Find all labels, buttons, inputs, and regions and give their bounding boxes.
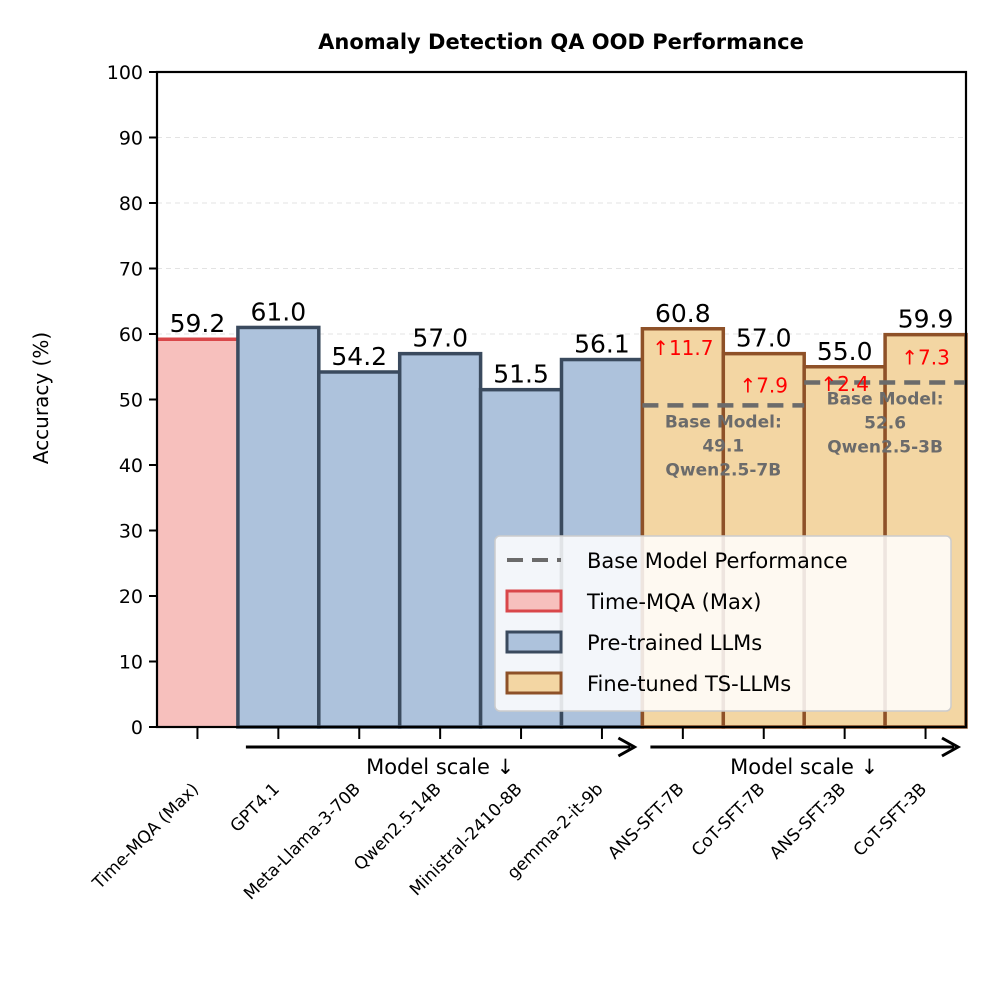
legend-label: Base Model Performance (587, 549, 848, 573)
model-scale-arrows: Model scale ↓ Model scale ↓ (245, 736, 962, 779)
base-model-annotation: Base Model: (665, 412, 782, 432)
value-label: 57.0 (736, 324, 792, 353)
improvement-label: ↑2.4 (820, 372, 869, 396)
y-tick-label: 50 (119, 390, 143, 412)
legend-swatch-max (505, 589, 563, 613)
base-model-annotation: Base Model: (827, 389, 944, 409)
y-tick-label: 90 (119, 128, 143, 150)
bar-Time-MQA (Max) (157, 339, 238, 727)
y-tick-label: 0 (131, 717, 143, 739)
legend-box (494, 535, 952, 712)
y-tick-label: 10 (119, 652, 143, 674)
scale-arrow-head (941, 736, 962, 758)
base-model-annotation: Qwen2.5-7B (665, 460, 781, 480)
bar-GPT4.1 (237, 327, 319, 727)
legend-swatch-finetuned (505, 671, 563, 695)
legend-label: Pre-trained LLMs (587, 631, 762, 655)
bar-Qwen2.5-14B (399, 353, 481, 727)
y-tick-label: 100 (107, 62, 143, 84)
value-label: 59.2 (170, 309, 226, 338)
value-label: 56.1 (574, 330, 630, 359)
value-label: 60.8 (655, 299, 711, 328)
value-label: 55.0 (817, 337, 873, 366)
value-label: 54.2 (331, 342, 387, 371)
improvement-label: ↑7.9 (739, 374, 788, 398)
value-label: 57.0 (412, 324, 468, 353)
value-label: 51.5 (493, 360, 549, 389)
scale-arrow-label: Model scale ↓ (730, 755, 878, 779)
base-model-annotation: 49.1 (702, 436, 744, 456)
value-label: 61.0 (251, 297, 307, 326)
y-tick-label: 70 (119, 259, 143, 281)
scale-arrow-head (617, 736, 638, 758)
value-label: 59.9 (898, 305, 954, 334)
bar-labels: 59.2 61.0 54.2 57.0 51.5 56.1 60.8 57.0 55.0 59.9… (170, 297, 954, 480)
plot-frame (155, 70, 968, 729)
improvement-label: ↑11.7 (652, 336, 713, 360)
improvement-label: ↑7.3 (901, 346, 950, 370)
y-tick-label: 80 (119, 193, 143, 215)
base-model-annotation: 52.6 (864, 413, 906, 433)
base-model-annotation: Qwen2.5-3B (827, 437, 943, 457)
axes: 0 10 20 30 40 50 60 70 80 90 100 (107, 62, 968, 739)
bar-Meta-Llama-3-70B (318, 371, 400, 727)
y-axis-label: Accuracy (%) (29, 332, 53, 464)
legend: Base Model Performance Time-MQA (Max) Pre-… (494, 535, 952, 712)
chart-title: Anomaly Detection QA OOD Performance (318, 30, 804, 54)
y-tick-label: 30 (119, 521, 143, 543)
y-tick-label: 20 (119, 586, 143, 608)
legend-label: Fine-tuned TS-LLMs (587, 672, 791, 696)
base-model-lines (642, 380, 966, 408)
legend-label: Time-MQA (Max) (586, 590, 761, 614)
y-tick-label: 40 (119, 455, 143, 477)
legend-swatch-pretrained (505, 630, 563, 654)
scale-arrow-label: Model scale ↓ (366, 755, 514, 779)
y-tick-label: 60 (119, 324, 143, 346)
